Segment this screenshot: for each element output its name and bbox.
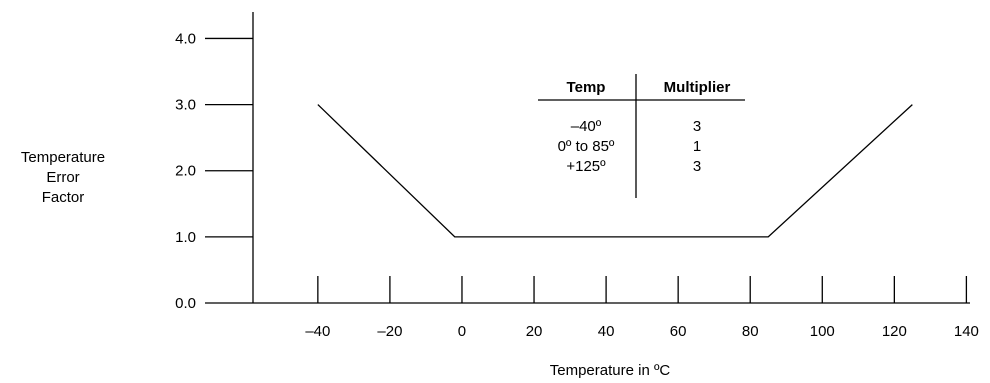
y-axis-label-line-1: Temperature xyxy=(20,149,106,166)
table-header: Multiplier xyxy=(664,79,731,96)
y-tick-label: 0.0 xyxy=(175,295,196,312)
x-axis-label: Temperature in ºC xyxy=(550,362,671,379)
series xyxy=(317,104,913,238)
y-axis-label-line-2: Error xyxy=(46,169,80,186)
y-axis-label: Temperature Error Factor xyxy=(0,148,126,208)
y-axis-label-line-3: Factor xyxy=(41,189,85,206)
table-cell-multiplier: 1 xyxy=(693,138,701,155)
y-tick-label: 2.0 xyxy=(175,163,196,180)
table-cell-temp: +125º xyxy=(566,158,606,175)
table-cell-temp: –40º xyxy=(571,118,602,135)
y-tick-label: 4.0 xyxy=(175,30,196,47)
x-tick-label: 60 xyxy=(670,323,687,340)
x-tick-label: 40 xyxy=(598,323,615,340)
x-tick-label: –20 xyxy=(377,323,402,340)
series-line xyxy=(317,104,913,238)
multiplier-table: Temp Multiplier –40º 3 0º to 85º 1 +125º 3 xyxy=(538,74,745,198)
table-cell-temp: 0º to 85º xyxy=(558,138,615,155)
table-header: Temp xyxy=(567,79,606,96)
x-tick-label: –40 xyxy=(305,323,330,340)
x-tick-label: 0 xyxy=(458,323,466,340)
y-tick-label: 1.0 xyxy=(175,229,196,246)
x-tick-label: 100 xyxy=(810,323,835,340)
x-tick-label: 20 xyxy=(526,323,543,340)
table-cell-multiplier: 3 xyxy=(693,158,701,175)
x-tick-label: 140 xyxy=(954,323,979,340)
axes: 0.0 1.0 2.0 3.0 4.0 –40 –20 0 20 40 60 80 100 120 140 xyxy=(175,12,979,340)
x-tick-label: 120 xyxy=(882,323,907,340)
table-cell-multiplier: 3 xyxy=(693,118,701,135)
x-tick-label: 80 xyxy=(742,323,759,340)
y-tick-label: 3.0 xyxy=(175,97,196,114)
